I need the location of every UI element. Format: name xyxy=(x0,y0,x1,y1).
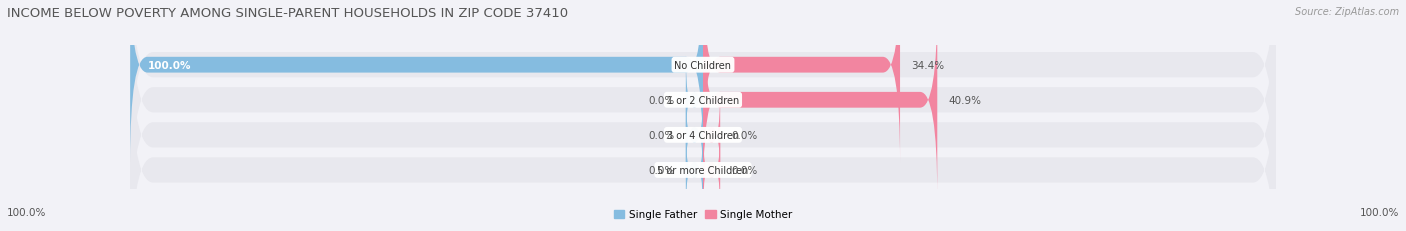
FancyBboxPatch shape xyxy=(703,0,900,162)
Text: 100.0%: 100.0% xyxy=(7,207,46,217)
FancyBboxPatch shape xyxy=(703,126,720,215)
FancyBboxPatch shape xyxy=(686,126,703,215)
Text: INCOME BELOW POVERTY AMONG SINGLE-PARENT HOUSEHOLDS IN ZIP CODE 37410: INCOME BELOW POVERTY AMONG SINGLE-PARENT… xyxy=(7,7,568,20)
FancyBboxPatch shape xyxy=(686,91,703,180)
Text: 5 or more Children: 5 or more Children xyxy=(658,165,748,175)
Text: No Children: No Children xyxy=(675,61,731,70)
Text: Source: ZipAtlas.com: Source: ZipAtlas.com xyxy=(1295,7,1399,17)
FancyBboxPatch shape xyxy=(686,56,703,145)
FancyBboxPatch shape xyxy=(131,0,703,162)
Text: 0.0%: 0.0% xyxy=(648,130,675,140)
Text: 100.0%: 100.0% xyxy=(1360,207,1399,217)
FancyBboxPatch shape xyxy=(131,0,1275,228)
Text: 0.0%: 0.0% xyxy=(648,165,675,175)
Text: 0.0%: 0.0% xyxy=(648,95,675,105)
Text: 40.9%: 40.9% xyxy=(949,95,981,105)
Text: 100.0%: 100.0% xyxy=(148,61,191,70)
Text: 3 or 4 Children: 3 or 4 Children xyxy=(666,130,740,140)
FancyBboxPatch shape xyxy=(131,0,1275,193)
Text: 1 or 2 Children: 1 or 2 Children xyxy=(666,95,740,105)
FancyBboxPatch shape xyxy=(131,8,1275,231)
FancyBboxPatch shape xyxy=(703,3,938,197)
FancyBboxPatch shape xyxy=(703,91,720,180)
Legend: Single Father, Single Mother: Single Father, Single Mother xyxy=(610,205,796,224)
Text: 34.4%: 34.4% xyxy=(911,61,945,70)
FancyBboxPatch shape xyxy=(131,43,1275,231)
Text: 0.0%: 0.0% xyxy=(731,130,758,140)
Text: 0.0%: 0.0% xyxy=(731,165,758,175)
